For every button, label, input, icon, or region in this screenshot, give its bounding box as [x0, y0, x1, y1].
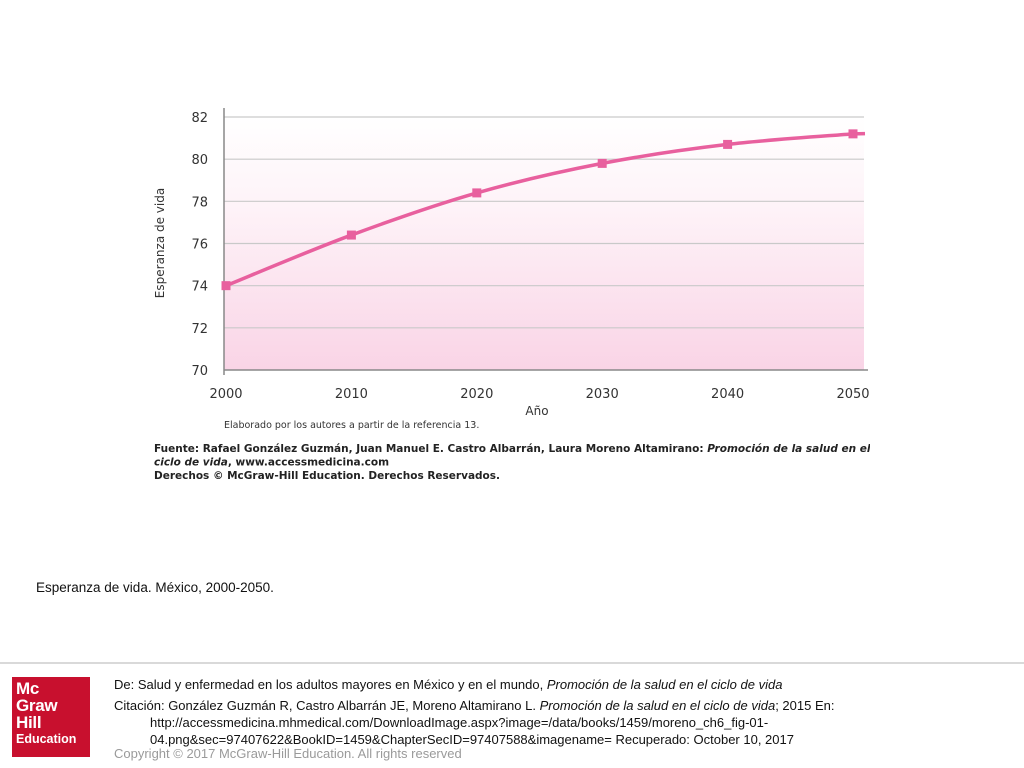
data-point-2040: [723, 139, 733, 149]
x-tick-2050: 2050: [836, 387, 869, 402]
source-line-3: Derechos © McGraw-Hill Education. Derech…: [154, 470, 500, 482]
y-tick-78: 78: [191, 195, 208, 210]
y-tick-72: 72: [191, 322, 208, 337]
series-line: [225, 131, 866, 288]
data-markers: [221, 129, 858, 291]
source-segment: Promoción de la salud en el: [707, 443, 870, 455]
source-segment: , www.accessmedicina.com: [228, 457, 389, 469]
citation-prefix: Citación: González Guzmán R, Castro Alba…: [114, 698, 540, 713]
citation-book-title: Promoción de la salud en el ciclo de vid…: [539, 698, 776, 713]
y-tick-76: 76: [191, 238, 208, 253]
source-text: Fuente: Rafael González Guzmán, Juan Man…: [154, 443, 870, 482]
source-prefix: De: Salud y enfermedad en los adultos ma…: [114, 677, 547, 692]
data-point-2050: [848, 129, 858, 139]
copyright-text: Copyright © 2017 McGraw-Hill Education. …: [114, 746, 462, 761]
x-tick-2010: 2010: [335, 387, 368, 402]
x-tick-2030: 2030: [586, 387, 619, 402]
source-segment: ciclo de vida: [154, 457, 228, 469]
y-tick-74: 74: [191, 280, 208, 295]
data-point-2000: [221, 281, 231, 291]
citation-line: Citación: González Guzmán R, Castro Alba…: [114, 697, 1014, 748]
data-point-2030: [597, 158, 607, 168]
y-tick-80: 80: [191, 153, 208, 168]
source-book-title: Promoción de la salud en el ciclo de vid…: [546, 677, 783, 692]
life-expectancy-chart: 70 72 74 76 78 80 82 2000 2010 2020 2030 2040 2050 …: [140, 100, 870, 485]
source-line-2: ciclo de vida, www.accessmedicina.com: [154, 457, 389, 469]
figure-caption: Esperanza de vida. México, 2000-2050.: [36, 580, 274, 595]
logo-line-4: Education: [16, 732, 77, 746]
logo-line-2: Graw: [16, 696, 58, 715]
source-segment: Fuente: Rafael González Guzmán, Juan Man…: [154, 443, 707, 455]
chart-note: Elaborado por los autores a partir de la…: [224, 420, 479, 431]
x-tick-2040: 2040: [711, 387, 744, 402]
logo-line-3: Hill: [16, 713, 42, 732]
x-tick-2000: 2000: [209, 387, 242, 402]
data-point-2010: [346, 230, 356, 240]
source-segment: Derechos © McGraw-Hill Education. Derech…: [154, 470, 500, 482]
x-tick-2020: 2020: [460, 387, 493, 402]
y-tick-82: 82: [191, 111, 208, 126]
citation-block: De: Salud y enfermedad en los adultos ma…: [114, 676, 1014, 748]
logo-line-1: Mc: [16, 679, 40, 698]
data-point-2020: [472, 188, 482, 198]
source-line-1: Fuente: Rafael González Guzmán, Juan Man…: [154, 443, 870, 455]
citation-suffix: ; 2015 En: http://accessmedicina.mhmedic…: [150, 698, 835, 747]
x-tick-labels: 2000 2010 2020 2030 2040 2050: [209, 387, 869, 402]
y-tick-labels: 70 72 74 76 78 80 82: [191, 111, 208, 379]
y-axis-title: Esperanza de vida: [153, 188, 167, 298]
x-axis-title: Año: [525, 404, 548, 418]
footer-divider: [0, 662, 1024, 664]
source-line: De: Salud y enfermedad en los adultos ma…: [114, 676, 1014, 693]
mcgraw-hill-logo: Mc Graw Hill Education: [12, 677, 90, 757]
y-tick-70: 70: [191, 364, 208, 379]
